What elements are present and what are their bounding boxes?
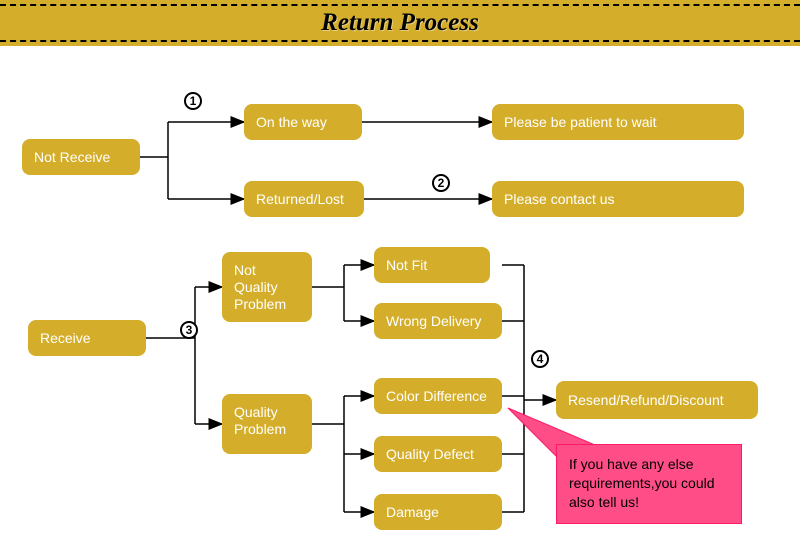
node-quality: Quality Problem <box>222 394 312 454</box>
node-returned-lost: Returned/Lost <box>244 181 364 217</box>
node-wrong-delivery: Wrong Delivery <box>374 303 502 339</box>
step-number-3: 3 <box>180 321 198 339</box>
node-damage: Damage <box>374 494 502 530</box>
node-be-patient: Please be patient to wait <box>492 104 744 140</box>
node-not-quality: Not Quality Problem <box>222 252 312 322</box>
callout-bubble: If you have any else requirements,you co… <box>556 444 742 524</box>
node-resend: Resend/Refund/Discount <box>556 381 758 419</box>
node-color-diff: Color Difference <box>374 378 502 414</box>
node-receive: Receive <box>28 320 146 356</box>
callout-text: If you have any else requirements,you co… <box>569 456 715 510</box>
step-number-1: 1 <box>184 92 202 110</box>
node-quality-defect: Quality Defect <box>374 436 502 472</box>
step-number-2: 2 <box>432 174 450 192</box>
step-number-4: 4 <box>531 350 549 368</box>
node-contact-us: Please contact us <box>492 181 744 217</box>
node-not-receive: Not Receive <box>22 139 140 175</box>
node-not-fit: Not Fit <box>374 247 490 283</box>
node-on-the-way: On the way <box>244 104 362 140</box>
